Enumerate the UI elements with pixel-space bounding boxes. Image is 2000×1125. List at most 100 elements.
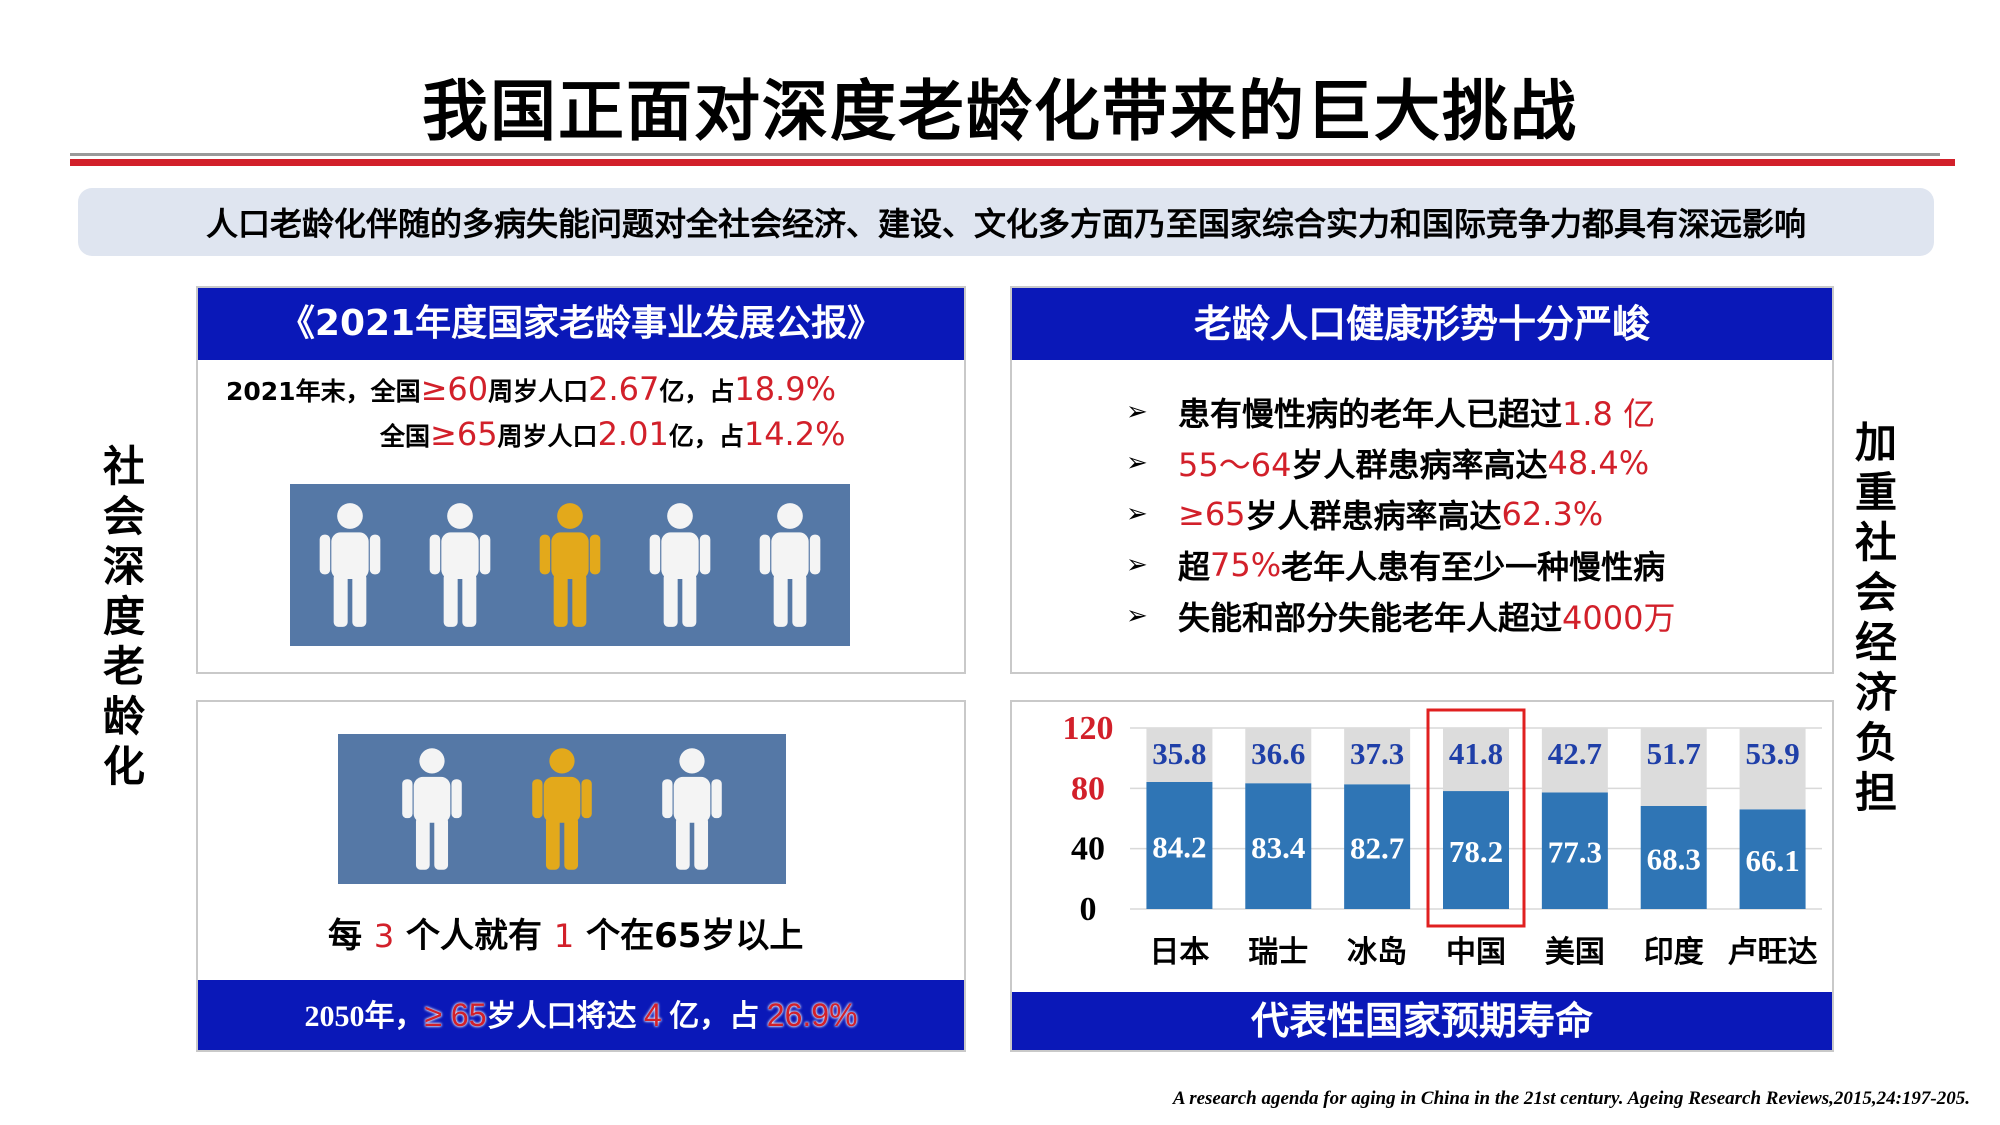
bar-segment-life-expectancy bbox=[1541, 792, 1608, 909]
population-figure-three bbox=[338, 734, 786, 884]
data-label: 66.1 bbox=[1745, 843, 1799, 878]
data-label: 53.9 bbox=[1745, 736, 1799, 771]
category-label: 中国 bbox=[1446, 935, 1506, 970]
health-bullet: ➢ 患有慢性病的老年人已超过 1.8 亿 bbox=[1126, 386, 1675, 437]
arrow-bullet-icon: ➢ bbox=[1126, 600, 1148, 631]
category-label: 冰岛 bbox=[1347, 935, 1407, 970]
bullet-text: 患有慢性病的老年人已超过 bbox=[1178, 394, 1563, 433]
summary-banner-text: 人口老龄化伴随的多病失能问题对全社会经济、建设、文化多方面乃至国家综合实力和国际… bbox=[205, 205, 1806, 243]
projection-footer: 2050年，≥ 65岁人口将达 4 亿，占 26.9% bbox=[198, 980, 964, 1050]
citation: A research agenda for aging in China in … bbox=[1172, 1088, 1970, 1109]
data-label: 77.3 bbox=[1548, 835, 1602, 870]
health-bullet-list: ➢ 患有慢性病的老年人已超过 1.8 亿 ➢ 55～64 岁人群患病率高达 48.4% ➢ ≥6… bbox=[1126, 386, 1675, 641]
right-vertical-char: 会 bbox=[1854, 568, 1897, 617]
right-vertical-label: 加重社会经济负担 bbox=[1846, 418, 1906, 818]
left-vertical-char: 社 bbox=[102, 442, 145, 491]
left-vertical-char: 会 bbox=[102, 492, 145, 541]
report-panel: 《2021年度国家老龄事业发展公报》 2021年末，全国≥60周岁人口2.67亿… bbox=[196, 286, 966, 674]
health-bullet: ➢ ≥65 岁人群患病率高达 62.3% bbox=[1126, 488, 1675, 539]
bar-segment-life-expectancy bbox=[1640, 805, 1707, 909]
projection-sentence: 每 3 个人就有 1 个在65岁以上 bbox=[328, 916, 804, 956]
bullet-highlight: 75% bbox=[1210, 545, 1282, 584]
bar-segment-life-expectancy bbox=[1739, 809, 1806, 909]
bullet-highlight: 1.8 亿 bbox=[1562, 394, 1656, 433]
data-label: 83.4 bbox=[1251, 830, 1305, 865]
bullet-text: 超 bbox=[1178, 547, 1211, 586]
health-bullet: ➢ 超 75% 老年人患有至少一种慢性病 bbox=[1126, 539, 1675, 590]
right-vertical-char: 社 bbox=[1854, 518, 1897, 567]
bar-segment-life-expectancy bbox=[1146, 781, 1213, 909]
bar-segment-life-expectancy bbox=[1443, 791, 1509, 909]
right-vertical-char: 担 bbox=[1854, 768, 1897, 817]
bullet-text: 失能和部分失能老年人超过 bbox=[1178, 598, 1563, 637]
life-expectancy-chart-panel: 0 40 80 120 84.2 35.8 日本 83.4 36.6 瑞士 82.7 37.3 冰岛 78… bbox=[1010, 700, 1834, 1052]
bullet-text: 岁人群患病率高达 bbox=[1245, 496, 1502, 535]
right-vertical-char: 济 bbox=[1854, 668, 1897, 717]
projection-panel: 每 3 个人就有 1 个在65岁以上 2050年，≥ 65岁人口将达 4 亿，占… bbox=[196, 700, 966, 1052]
report-line-65: 全国≥65周岁人口2.01亿，占14.2% bbox=[380, 415, 846, 453]
person-icon bbox=[649, 503, 711, 627]
right-vertical-char: 加 bbox=[1854, 418, 1897, 467]
left-vertical-label: 社会深度老龄化 bbox=[94, 442, 154, 792]
left-vertical-char: 老 bbox=[102, 642, 145, 691]
data-label: 35.8 bbox=[1152, 736, 1206, 771]
category-label: 日本 bbox=[1149, 935, 1209, 970]
bar-segment-life-expectancy bbox=[1344, 784, 1411, 909]
arrow-bullet-icon: ➢ bbox=[1126, 549, 1148, 580]
health-title: 老龄人口健康形势十分严峻 bbox=[1012, 288, 1832, 360]
person-icon bbox=[429, 503, 491, 627]
left-vertical-char: 深 bbox=[102, 542, 145, 591]
category-label: 卢旺达 bbox=[1728, 935, 1818, 970]
bullet-highlight: 62.3% bbox=[1501, 494, 1604, 533]
bar-segment-remainder bbox=[1146, 728, 1213, 782]
data-label: 82.7 bbox=[1350, 831, 1404, 866]
bullet-highlight: 55～64 bbox=[1178, 445, 1292, 484]
category-label: 瑞士 bbox=[1248, 935, 1308, 970]
arrow-bullet-icon: ➢ bbox=[1126, 498, 1148, 529]
data-label: 78.2 bbox=[1449, 834, 1503, 869]
right-vertical-char: 重 bbox=[1854, 468, 1897, 517]
highlight-box bbox=[1426, 708, 1526, 928]
bar-segment-remainder bbox=[1541, 728, 1608, 793]
data-label: 68.3 bbox=[1647, 841, 1701, 876]
life-expectancy-chart: 0 40 80 120 84.2 35.8 日本 83.4 36.6 瑞士 82.7 37.3 冰岛 78… bbox=[1063, 708, 1822, 970]
population-figure-five bbox=[290, 484, 850, 646]
left-vertical-char: 度 bbox=[102, 592, 145, 641]
health-bullet: ➢ 失能和部分失能老年人超过 4000万 bbox=[1126, 590, 1675, 641]
category-label: 印度 bbox=[1644, 935, 1704, 970]
health-panel: 老龄人口健康形势十分严峻 ➢ 患有慢性病的老年人已超过 1.8 亿 ➢ 55～64 岁人群… bbox=[1010, 286, 1834, 674]
data-label: 51.7 bbox=[1647, 736, 1701, 771]
report-title: 《2021年度国家老龄事业发展公报》 bbox=[198, 288, 964, 360]
report-line-60: 2021年末，全国≥60周岁人口2.67亿，占18.9% bbox=[226, 370, 837, 408]
data-label: 37.3 bbox=[1350, 736, 1404, 771]
data-label: 42.7 bbox=[1548, 736, 1602, 771]
person-icon bbox=[532, 748, 592, 870]
left-vertical-char: 龄 bbox=[102, 692, 145, 741]
right-vertical-char: 经 bbox=[1854, 618, 1897, 667]
bullet-highlight: 48.4% bbox=[1547, 443, 1650, 482]
bar-segment-remainder bbox=[1344, 728, 1411, 785]
bar-segment-remainder bbox=[1443, 728, 1509, 792]
bar-segment-life-expectancy bbox=[1245, 783, 1312, 909]
bullet-text: 岁人群患病率高达 bbox=[1291, 445, 1548, 484]
category-label: 美国 bbox=[1545, 935, 1605, 970]
y-tick-label: 80 bbox=[1071, 770, 1105, 807]
person-icon bbox=[402, 748, 462, 870]
person-icon bbox=[662, 748, 722, 870]
y-tick-label: 120 bbox=[1063, 710, 1114, 747]
arrow-bullet-icon: ➢ bbox=[1126, 396, 1148, 427]
person-icon bbox=[759, 503, 821, 627]
bar-segment-remainder bbox=[1245, 728, 1312, 784]
bar-segment-remainder bbox=[1739, 728, 1806, 810]
y-tick-label: 0 bbox=[1080, 891, 1097, 928]
person-icon bbox=[539, 503, 601, 627]
y-tick-label: 40 bbox=[1071, 831, 1105, 868]
bullet-highlight: 4000万 bbox=[1562, 598, 1676, 637]
summary-banner: 人口老龄化伴随的多病失能问题对全社会经济、建设、文化多方面乃至国家综合实力和国际… bbox=[78, 188, 1934, 256]
arrow-bullet-icon: ➢ bbox=[1126, 447, 1148, 478]
right-vertical-char: 负 bbox=[1854, 718, 1897, 767]
chart-title: 代表性国家预期寿命 bbox=[1012, 992, 1832, 1050]
bar-segment-remainder bbox=[1640, 728, 1707, 806]
bullet-text: 老年人患有至少一种慢性病 bbox=[1281, 547, 1666, 586]
bullet-highlight: ≥65 bbox=[1178, 494, 1246, 533]
